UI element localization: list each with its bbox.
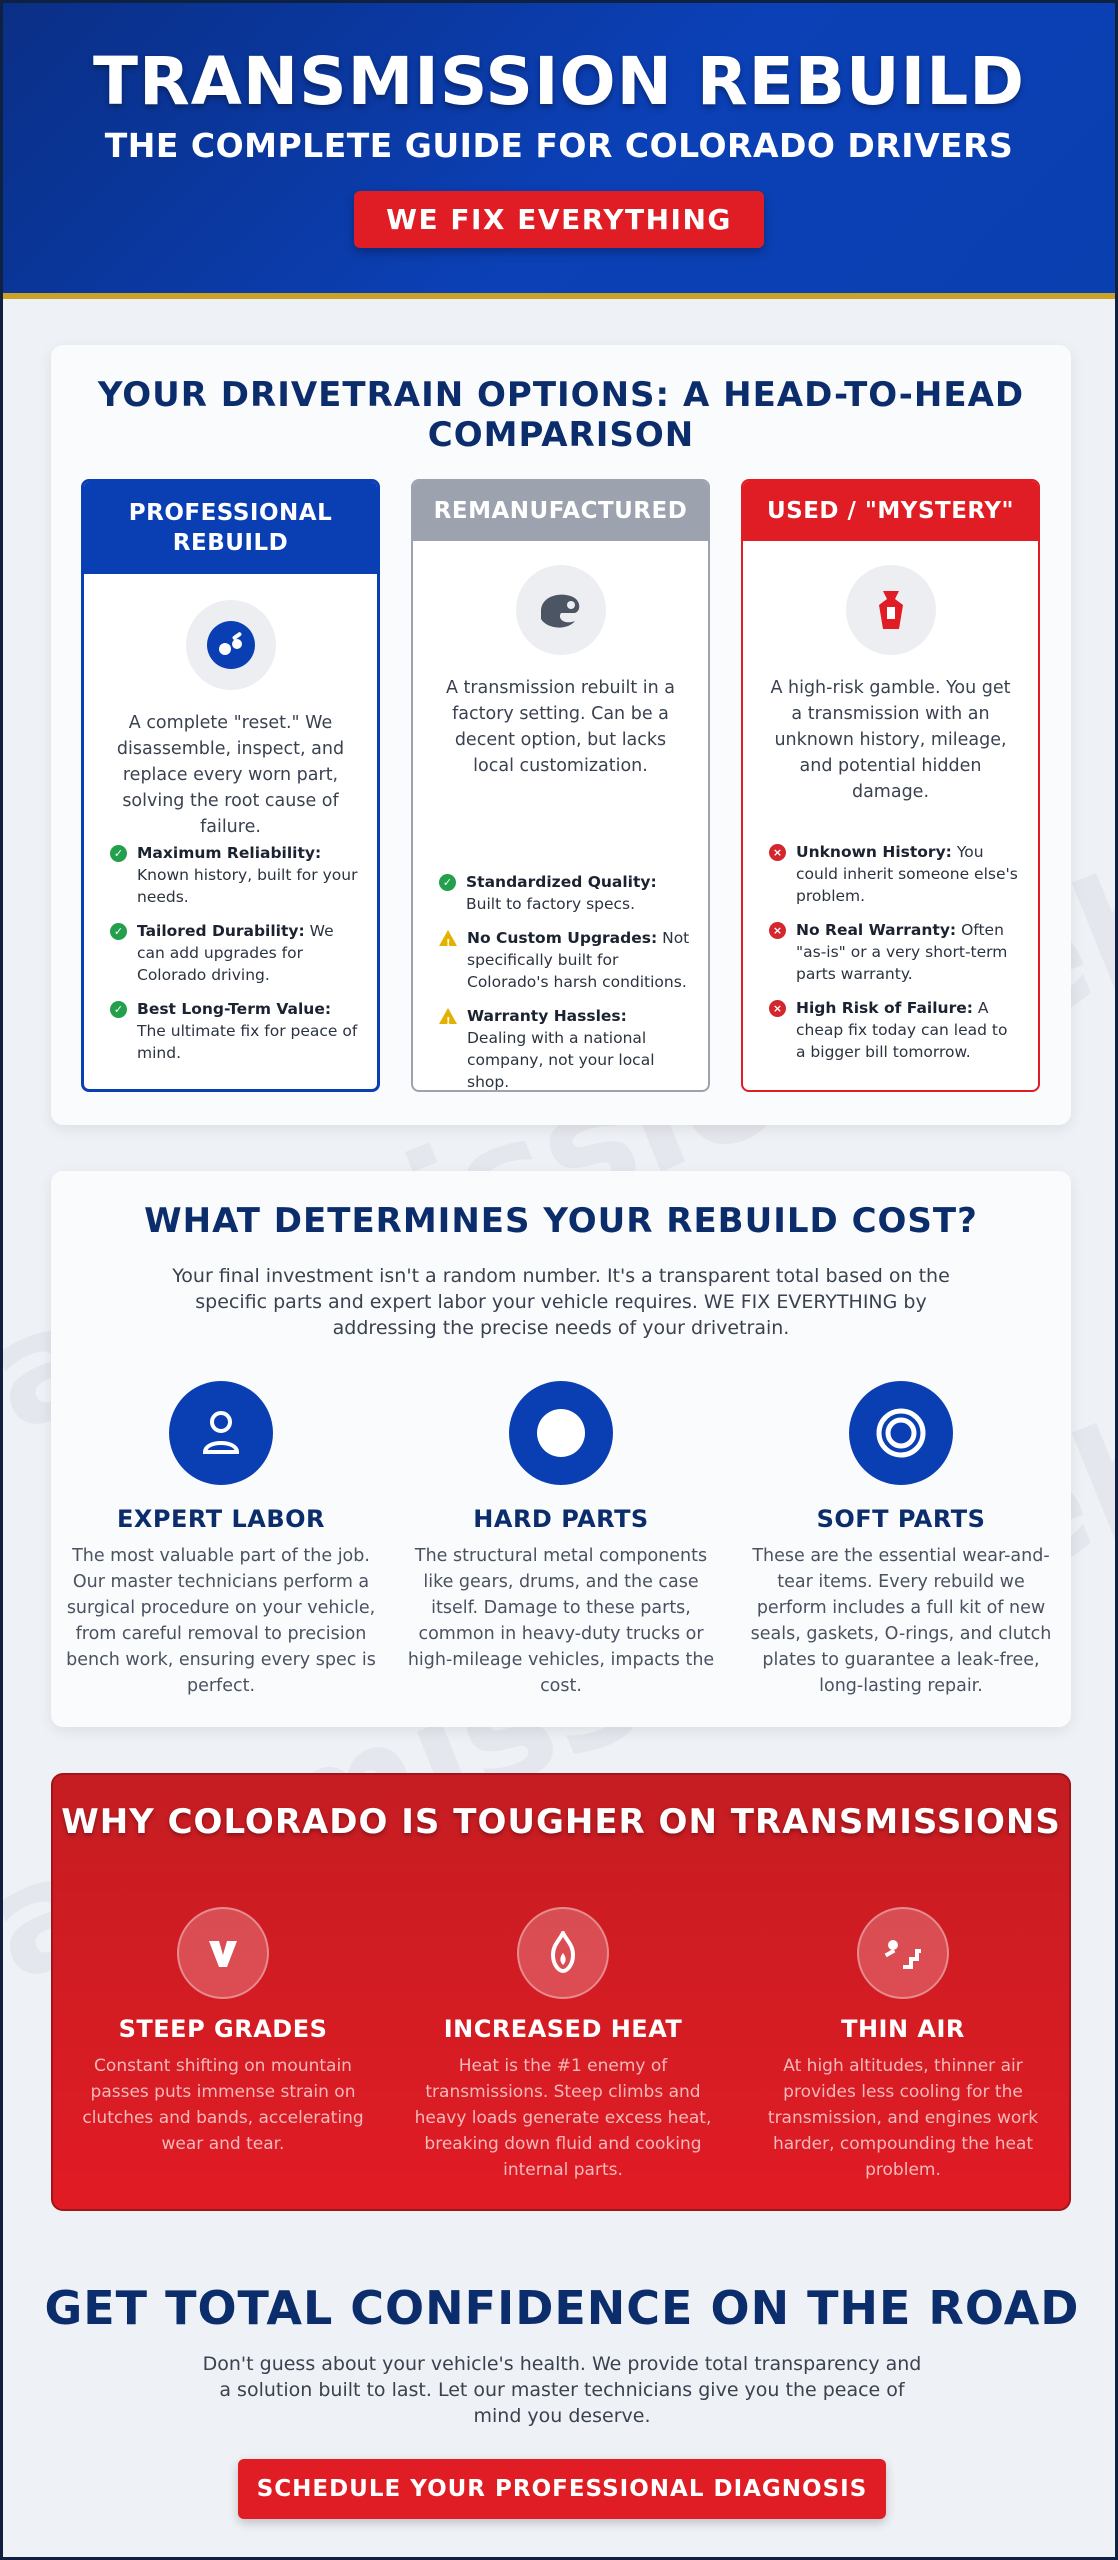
reason-thin-air: THIN AIR At high altitudes, thinner air …	[748, 1907, 1058, 2183]
reason-title: INCREASED HEAT	[443, 2015, 683, 2043]
option-description: A high-risk gamble. You get a transmissi…	[770, 678, 1011, 802]
feature-text: We can add upgrades for Colorado driving…	[137, 922, 334, 984]
reason-title: STEEP GRADES	[118, 2015, 328, 2043]
factory-icon	[515, 565, 606, 655]
feature-title: Warranty Hassles:	[467, 1007, 627, 1025]
flame-icon	[517, 1907, 609, 1999]
cta-section: GET TOTAL CONFIDENCE ON THE ROAD Don't g…	[3, 2281, 1115, 2519]
pillar-text: These are the essential wear-and-tear it…	[750, 1546, 1052, 1696]
list-item: ✓ Standardized Quality: Built to factory…	[439, 871, 690, 915]
page-title: TRANSMISSION REBUILD	[92, 43, 1026, 120]
reason-increased-heat: INCREASED HEAT Heat is the #1 enemy of t…	[408, 1907, 718, 2183]
feature-title: Best Long-Term Value:	[137, 1000, 332, 1018]
feature-title: No Custom Upgrades:	[467, 929, 658, 947]
cta-title: GET TOTAL CONFIDENCE ON THE ROAD	[44, 2281, 1080, 2335]
page-subtitle: THE COMPLETE GUIDE FOR COLORADO DRIVERS	[104, 126, 1014, 165]
we-fix-everything-badge[interactable]: WE FIX EVERYTHING	[354, 191, 764, 248]
mystery-box-icon	[845, 565, 936, 655]
check-icon: ✓	[110, 923, 127, 940]
feature-text: Often "as-is" or a very short-term parts…	[796, 921, 1008, 983]
check-icon: ✓	[110, 845, 127, 862]
feature-title: Tailored Durability:	[137, 922, 305, 940]
option-header: REMANUFACTURED	[413, 481, 708, 541]
hero-banner: TRANSMISSION REBUILD THE COMPLETE GUIDE …	[3, 3, 1115, 299]
feature-text: A cheap fix today can lead to a bigger b…	[796, 999, 1008, 1061]
cost-intro: Your final investment isn't a random num…	[172, 1265, 950, 1339]
options-comparison: PROFESSIONAL REBUILD A complete "reset."…	[81, 479, 1041, 1094]
options-title: YOUR DRIVETRAIN OPTIONS: A HEAD-TO-HEAD …	[97, 375, 1025, 455]
list-item: ✓ Maximum Reliability: Known history, bu…	[110, 842, 359, 908]
feature-text: Known history, built for your needs.	[137, 866, 358, 906]
option-description: A complete "reset." We disassemble, insp…	[116, 713, 345, 837]
feature-title: Standardized Quality:	[466, 873, 657, 891]
cost-title: WHAT DETERMINES YOUR REBUILD COST?	[144, 1201, 978, 1241]
pillar-title: HARD PARTS	[473, 1505, 649, 1533]
x-icon: ×	[769, 1000, 786, 1017]
gears-icon	[185, 600, 276, 690]
feature-title: Unknown History:	[796, 843, 952, 861]
option-description: A transmission rebuilt in a factory sett…	[445, 678, 676, 776]
option-features: ✓ Standardized Quality: Built to factory…	[439, 871, 690, 1091]
feature-title: High Risk of Failure:	[796, 999, 973, 1017]
pillar-title: SOFT PARTS	[816, 1505, 986, 1533]
list-item: ✓ Tailored Durability: We can add upgrad…	[110, 920, 359, 986]
feature-text: Dealing with a national company, not you…	[467, 1029, 655, 1091]
list-item: ! Warranty Hassles: Dealing with a natio…	[439, 1005, 690, 1091]
pillar-soft-parts: SOFT PARTS These are the essential wear-…	[746, 1381, 1056, 1699]
list-item: × Unknown History: You could inherit som…	[769, 841, 1020, 907]
reason-steep-grades: STEEP GRADES Constant shifting on mounta…	[68, 1907, 378, 2157]
feature-text: You could inherit someone else's problem…	[796, 843, 1018, 905]
reason-text: Constant shifting on mountain passes put…	[82, 2056, 364, 2154]
option-header: USED / "MYSTERY"	[743, 481, 1038, 541]
pillar-text: The most valuable part of the job. Our m…	[66, 1546, 376, 1696]
technician-icon	[169, 1381, 273, 1485]
feature-text: Built to factory specs.	[466, 895, 636, 913]
pillar-title: EXPERT LABOR	[116, 1505, 326, 1533]
feature-text: Not specifically built for Colorado's ha…	[467, 929, 690, 991]
o-ring-icon	[849, 1381, 953, 1485]
stairs-climb-icon	[857, 1907, 949, 1999]
reason-title: THIN AIR	[841, 2015, 965, 2043]
pillar-hard-parts: HARD PARTS The structural metal componen…	[406, 1381, 716, 1699]
feature-text: The ultimate fix for peace of mind.	[137, 1022, 358, 1062]
schedule-diagnosis-button[interactable]: SCHEDULE YOUR PROFESSIONAL DIAGNOSIS	[238, 2459, 886, 2519]
pillar-text: The structural metal components like gea…	[407, 1546, 715, 1696]
reason-text: Heat is the #1 enemy of transmissions. S…	[414, 2056, 712, 2180]
option-features: ✓ Maximum Reliability: Known history, bu…	[110, 842, 359, 1076]
warning-icon: !	[439, 930, 457, 949]
reason-text: At high altitudes, thinner air provides …	[767, 2056, 1039, 2180]
check-icon: ✓	[110, 1001, 127, 1018]
option-card-professional-rebuild: PROFESSIONAL REBUILD A complete "reset."…	[81, 479, 380, 1092]
list-item: ✓ Best Long-Term Value: The ultimate fix…	[110, 998, 359, 1064]
list-item: × No Real Warranty: Often "as-is" or a v…	[769, 919, 1020, 985]
option-card-used-mystery: USED / "MYSTERY" A high-risk gamble. You…	[741, 479, 1040, 1092]
rebuild-cost-section: WHAT DETERMINES YOUR REBUILD COST? Your …	[51, 1171, 1071, 1727]
mountain-chevron-icon	[177, 1907, 269, 1999]
x-icon: ×	[769, 922, 786, 939]
pillar-expert-labor: EXPERT LABOR The most valuable part of t…	[66, 1381, 376, 1699]
option-features: × Unknown History: You could inherit som…	[769, 841, 1020, 1075]
option-card-remanufactured: REMANUFACTURED A transmission rebuilt in…	[411, 479, 710, 1092]
warning-icon: !	[439, 1008, 457, 1027]
feature-title: Maximum Reliability:	[137, 844, 322, 862]
option-header: PROFESSIONAL REBUILD	[84, 482, 377, 574]
cta-text: Don't guess about your vehicle's health.…	[202, 2353, 922, 2427]
feature-title: No Real Warranty:	[796, 921, 957, 939]
x-icon: ×	[769, 844, 786, 861]
check-icon: ✓	[439, 874, 456, 891]
list-item: ! No Custom Upgrades: Not specifically b…	[439, 927, 690, 993]
colorado-section: WHY COLORADO IS TOUGHER ON TRANSMISSIONS…	[51, 1773, 1071, 2211]
drivetrain-options-section: YOUR DRIVETRAIN OPTIONS: A HEAD-TO-HEAD …	[51, 345, 1071, 1125]
colorado-title: WHY COLORADO IS TOUGHER ON TRANSMISSIONS	[61, 1802, 1061, 1842]
solid-disc-icon	[509, 1381, 613, 1485]
list-item: × High Risk of Failure: A cheap fix toda…	[769, 997, 1020, 1063]
